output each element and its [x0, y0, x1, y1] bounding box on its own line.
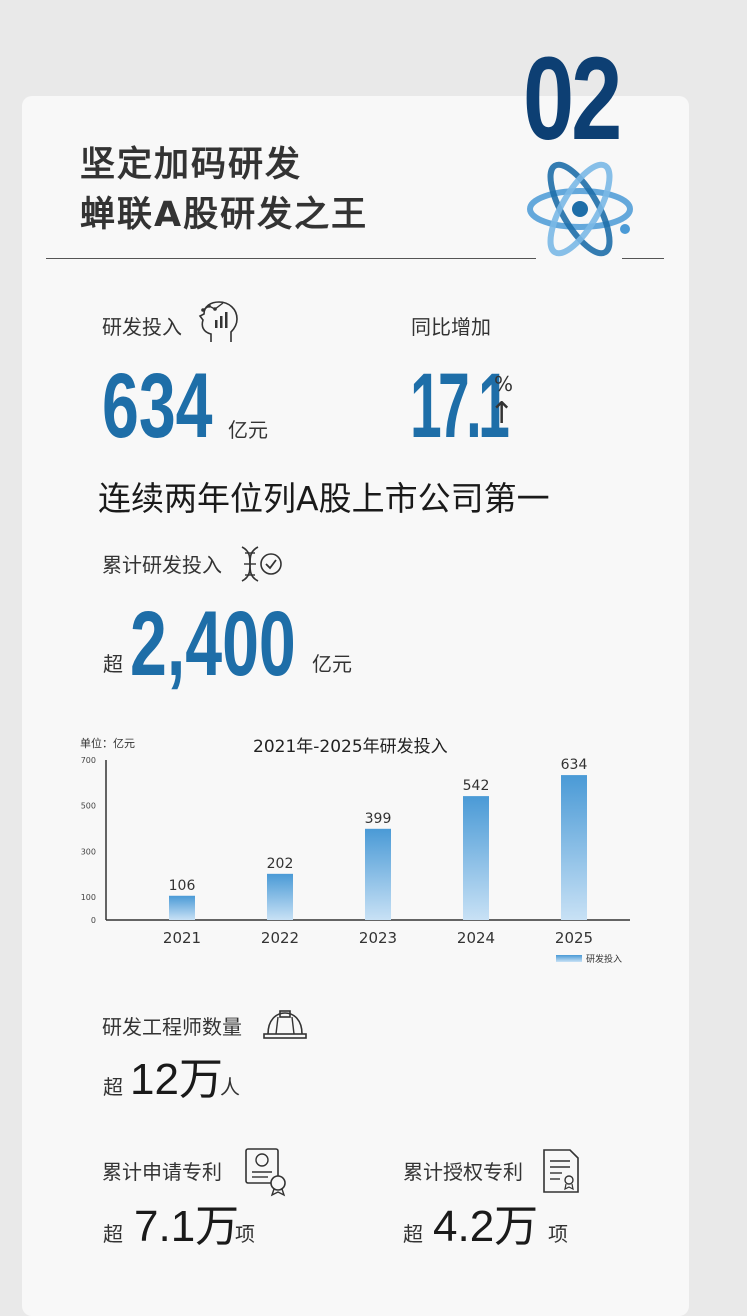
- headline-line1: 坚定加码研发: [80, 145, 303, 185]
- rd-investment-label: 研发投入: [102, 315, 182, 339]
- headline-line2: 蝉联A股研发之王: [80, 195, 369, 235]
- bar-2024: [463, 796, 489, 920]
- ranking-statement: 连续两年位列A股上市公司第一: [98, 479, 550, 518]
- rd-investment-unit: 亿元: [228, 418, 268, 442]
- divider-left: [46, 258, 536, 259]
- bar-2023: [365, 828, 391, 920]
- section-number: 02: [523, 33, 622, 165]
- rd-investment-chart: 0 100 300 500 700 106 2021 202 2022 399 2023 542 202…: [81, 756, 630, 965]
- chart-unit-label: 单位：亿元: [80, 737, 135, 750]
- patents-applied-value: 7.1万: [134, 1202, 240, 1251]
- x-tick-label-2023: 2023: [359, 929, 397, 947]
- patents-granted-prefix: 超: [403, 1222, 423, 1246]
- divider-right: [622, 258, 664, 259]
- data-label-2025: 634: [561, 757, 588, 773]
- engineers-unit: 人: [220, 1075, 240, 1099]
- patents-granted-label: 累计授权专利: [403, 1160, 523, 1184]
- cumulative-rd-value: 2,400: [130, 593, 296, 695]
- patents-granted-unit: 项: [548, 1222, 568, 1246]
- data-label-2023: 399: [365, 811, 392, 827]
- up-arrow-icon: ↑: [489, 396, 515, 431]
- bar-2022: [267, 873, 293, 920]
- y-tick-label: 0: [91, 916, 96, 925]
- yoy-growth-value: 17.1: [410, 355, 510, 457]
- head-chart-icon: [195, 300, 241, 344]
- patents-applied-unit: 项: [235, 1222, 255, 1246]
- x-tick-label-2024: 2024: [457, 929, 495, 947]
- y-tick-label: 500: [81, 802, 96, 811]
- data-label-2021: 106: [169, 878, 196, 894]
- yoy-growth-label: 同比增加: [411, 315, 491, 339]
- y-tick-label: 100: [81, 893, 96, 902]
- patents-applied-prefix: 超: [103, 1222, 123, 1246]
- bar-2025: [561, 775, 587, 920]
- certificate-icon: [242, 1145, 290, 1197]
- chart-title: 2021年-2025年研发投入: [253, 737, 448, 757]
- cumulative-rd-unit: 亿元: [312, 652, 352, 676]
- yoy-growth-unit: %: [494, 372, 514, 396]
- rd-investment-value: 634: [102, 355, 213, 457]
- data-label-2022: 202: [267, 856, 294, 872]
- data-label-2024: 542: [463, 778, 490, 794]
- y-tick-label: 700: [81, 756, 96, 765]
- cumulative-rd-label: 累计研发投入: [102, 553, 222, 577]
- legend-swatch: [556, 955, 582, 962]
- patents-applied-label: 累计申请专利: [102, 1160, 222, 1184]
- x-tick-label-2021: 2021: [163, 929, 201, 947]
- legend-label: 研发投入: [586, 953, 622, 965]
- engineers-value: 12万: [130, 1055, 223, 1104]
- dna-check-icon: [238, 545, 284, 583]
- engineers-prefix: 超: [103, 1075, 123, 1099]
- cumulative-rd-prefix: 超: [103, 652, 123, 676]
- hard-hat-icon: [262, 1008, 308, 1040]
- patents-granted-value: 4.2万: [433, 1202, 539, 1251]
- content-card: [22, 96, 689, 1316]
- engineers-label: 研发工程师数量: [102, 1015, 242, 1039]
- bar-2021: [169, 895, 195, 920]
- x-tick-label-2022: 2022: [261, 929, 299, 947]
- x-tick-label-2025: 2025: [555, 929, 593, 947]
- y-tick-label: 300: [81, 847, 96, 856]
- atom-icon: [525, 153, 635, 265]
- document-icon: [542, 1148, 580, 1194]
